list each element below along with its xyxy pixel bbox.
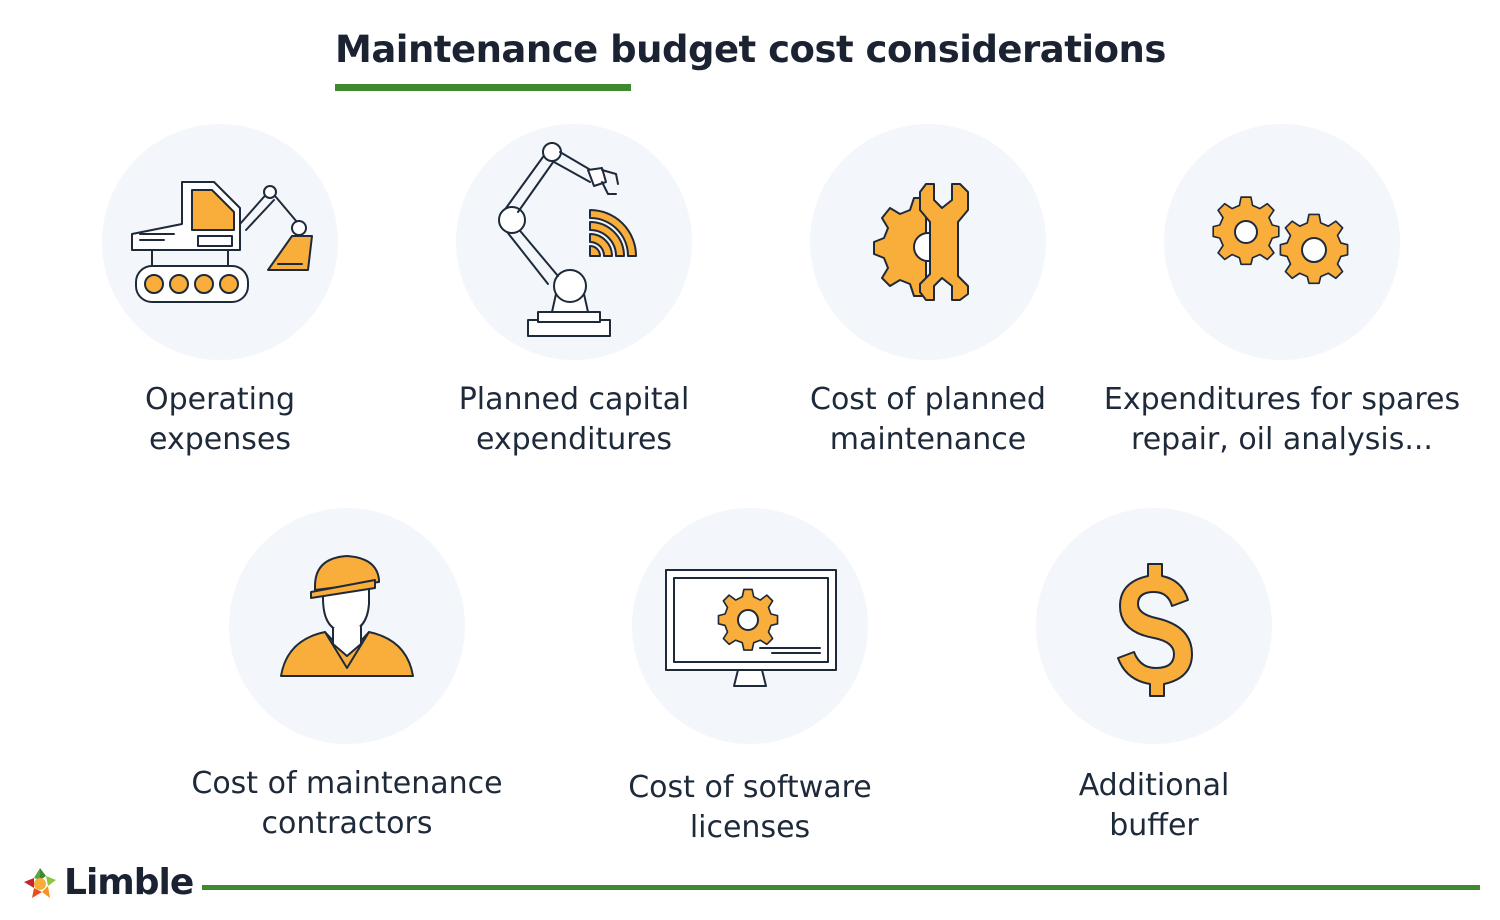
gears-icon	[1164, 124, 1400, 360]
worker-hardhat-icon	[229, 508, 465, 744]
title-underline	[335, 84, 631, 91]
item-label-cost-of-maintenance-contractors: Cost of maintenance contractors	[191, 766, 503, 841]
logo-text: Limble	[64, 862, 194, 903]
monitor-gear-icon	[632, 508, 868, 744]
dollar-icon	[1036, 508, 1272, 744]
item-label-cost-of-planned-maintenance: Cost of planned maintenance	[810, 382, 1046, 457]
item-label-expenditures-for-spares: Expenditures for spares repair, oil anal…	[1103, 382, 1461, 457]
item-label-cost-of-software-licenses: Cost of software licenses	[628, 770, 872, 845]
footer-divider	[202, 885, 1480, 890]
item-label-planned-capital-expenditures: Planned capital expenditures	[458, 382, 690, 457]
gear-wrench-icon	[810, 124, 1046, 360]
limble-logo-icon	[24, 868, 56, 898]
robotic-arm-icon	[456, 124, 692, 360]
item-label-operating-expenses: Operating expenses	[145, 382, 295, 457]
excavator-icon	[102, 124, 338, 360]
item-label-additional-buffer: Additional buffer	[1078, 768, 1230, 843]
page-title: Maintenance budget cost considerations	[335, 28, 1166, 71]
